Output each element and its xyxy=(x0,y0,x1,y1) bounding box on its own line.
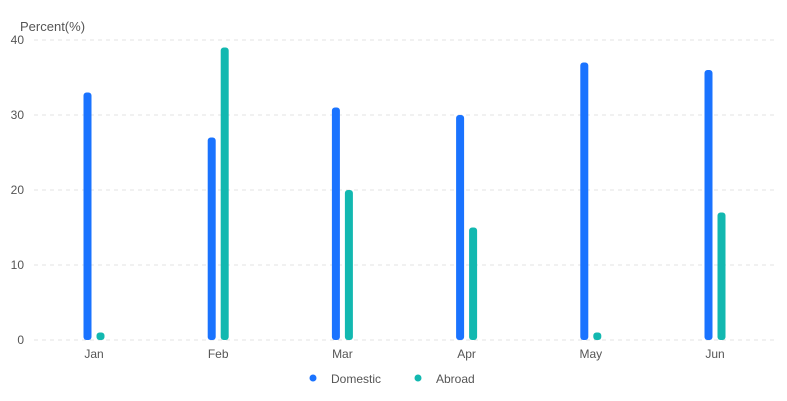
legend-marker xyxy=(414,374,422,382)
bar-domestic-mar[interactable] xyxy=(331,107,340,341)
bars xyxy=(83,47,726,341)
y-axis-ticks: 0 10 20 30 40 xyxy=(11,33,25,347)
y-tick-label: 40 xyxy=(11,33,25,47)
bar-domestic-feb[interactable] xyxy=(207,137,216,341)
x-tick-label: Feb xyxy=(208,347,229,361)
x-tick-label: May xyxy=(579,347,602,361)
x-axis-ticks: Jan Feb Mar Apr May Jun xyxy=(84,347,724,361)
y-tick-label: 30 xyxy=(11,108,25,122)
legend-label: Abroad xyxy=(436,372,475,386)
y-tick-label: 20 xyxy=(11,183,25,197)
x-tick-label: Mar xyxy=(332,347,353,361)
legend-marker xyxy=(309,374,317,382)
bar-abroad-mar[interactable] xyxy=(344,190,353,340)
bar-domestic-jan[interactable] xyxy=(83,92,92,341)
bar-abroad-jan[interactable] xyxy=(96,332,105,341)
x-tick-label: Jan xyxy=(84,347,103,361)
x-tick-label: Apr xyxy=(457,347,476,361)
legend-item-abroad[interactable]: Abroad xyxy=(414,372,475,386)
bar-abroad-apr[interactable] xyxy=(469,227,478,341)
legend[interactable]: Domestic Abroad xyxy=(309,372,475,386)
y-tick-label: 10 xyxy=(11,258,25,272)
grid xyxy=(34,39,778,341)
bar-abroad-jun[interactable] xyxy=(717,212,726,341)
bar-domestic-jun[interactable] xyxy=(704,70,713,340)
bar-abroad-may[interactable] xyxy=(593,332,602,341)
y-axis-label: Percent(%) xyxy=(20,19,85,34)
x-tick-label: Jun xyxy=(705,347,724,361)
legend-label: Domestic xyxy=(331,372,381,386)
bar-domestic-may[interactable] xyxy=(580,62,589,341)
y-tick-label: 0 xyxy=(17,333,24,347)
bar-domestic-apr[interactable] xyxy=(456,115,465,340)
legend-item-domestic[interactable]: Domestic xyxy=(309,372,382,386)
bar-abroad-feb[interactable] xyxy=(220,47,229,341)
